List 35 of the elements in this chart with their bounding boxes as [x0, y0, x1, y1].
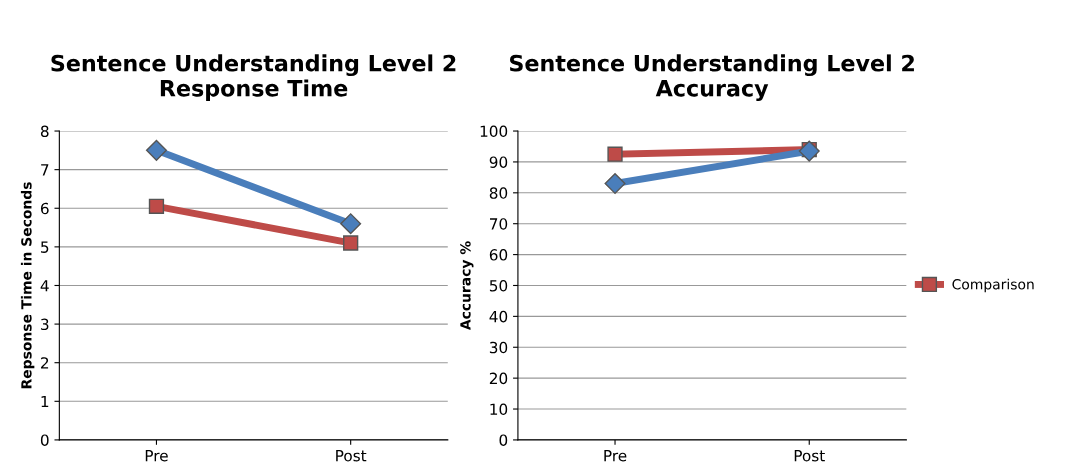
y-tick-label: 70 [490, 218, 508, 230]
x-tick-label: Post [336, 450, 367, 462]
y-tick-label: 0 [499, 434, 508, 446]
y-tick-label: 6 [40, 202, 49, 215]
y-tick-label: 4 [40, 280, 49, 292]
point [148, 198, 165, 214]
y-tick-label: 90 [489, 156, 508, 168]
x-tick-label: Pre [604, 450, 627, 462]
point [145, 139, 167, 161]
y-tick-label: 20 [489, 372, 508, 385]
y-tick-label: 2 [41, 357, 49, 369]
x-tick-label: Pre [145, 450, 168, 462]
y-tick-label: 7 [41, 164, 49, 176]
point [343, 235, 359, 251]
point [604, 173, 626, 195]
y-tick-label: 50 [489, 279, 508, 292]
point [340, 213, 362, 235]
legend-label: Comparison [952, 278, 1034, 293]
y-tick-label: 5 [41, 241, 49, 253]
chart-title: Sentence Understanding Level 2 Response Time [51, 54, 456, 101]
y-tick-label: 0 [40, 434, 49, 446]
y-tick-label: 1 [41, 395, 49, 408]
y-tick-label: 100 [480, 125, 508, 138]
y-tick-label: 30 [489, 341, 508, 354]
point [607, 146, 623, 162]
y-axis-title: Accuracy % [460, 241, 474, 331]
y-tick-label: 8 [40, 125, 49, 138]
chart-title: Sentence Understanding Level 2 Accuracy [510, 54, 914, 102]
y-axis-title: Repsonse Time in Seconds [20, 182, 35, 389]
y-tick-label: 60 [489, 249, 508, 261]
x-tick-label: Post [794, 450, 825, 462]
y-tick-label: 40 [489, 310, 508, 323]
y-tick-label: 80 [489, 187, 508, 199]
y-tick-label: 3 [41, 318, 49, 331]
y-tick-label: 10 [490, 403, 508, 416]
